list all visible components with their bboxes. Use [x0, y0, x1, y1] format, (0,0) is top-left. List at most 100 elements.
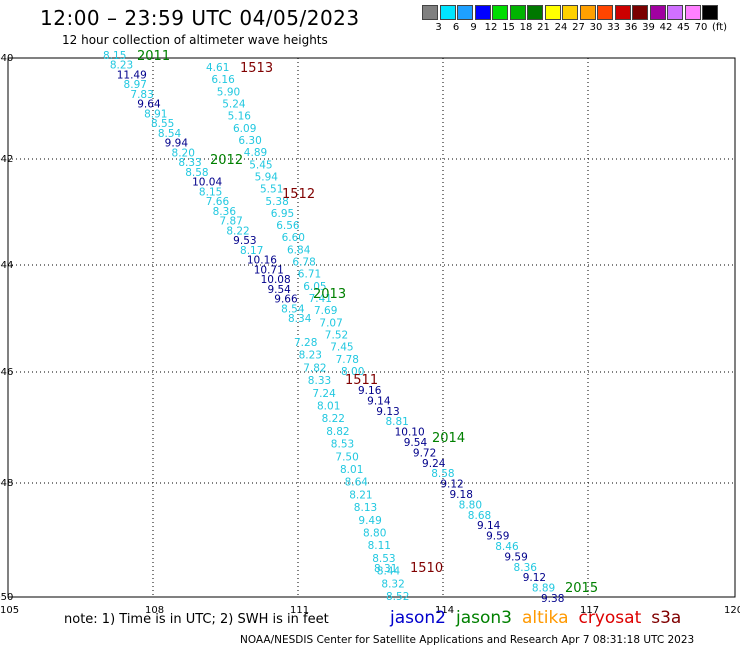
swh-value: 9.59: [504, 551, 527, 563]
longitude-label: 120: [724, 605, 740, 616]
swh-value: 8.34: [288, 313, 312, 325]
map-subtitle: 12 hour collection of altimeter wave hei…: [62, 33, 328, 47]
swh-value: 7.07: [319, 317, 342, 329]
pass-label: 2012: [210, 153, 243, 168]
swh-value: 8.33: [308, 375, 331, 387]
latitude-label: -46: [0, 367, 13, 378]
swh-value: 8.36: [213, 206, 237, 218]
swh-value: 9.14: [367, 395, 391, 407]
swh-value: 8.54: [158, 128, 182, 140]
swh-value: 10.16: [247, 255, 277, 267]
swh-value: 6.84: [287, 244, 311, 256]
legend-label: 30: [589, 22, 603, 33]
swh-value: 5.16: [228, 111, 252, 123]
swh-value: 8.23: [299, 350, 322, 362]
swh-value: 9.54: [404, 437, 428, 449]
satellite-name: cryosat: [578, 608, 642, 628]
pass-label: 1513: [240, 61, 273, 76]
swh-value: 9.72: [413, 447, 436, 459]
legend-label: 45: [677, 22, 690, 33]
swh-value: 7.69: [314, 305, 337, 317]
swh-value: 8.52: [386, 591, 409, 603]
swh-value: 8.44: [377, 566, 401, 578]
swh-value: 8.53: [372, 553, 395, 565]
swh-value: 6.56: [276, 220, 300, 232]
swh-value: 7.83: [130, 89, 153, 101]
legend-swatch: [492, 5, 508, 20]
swh-value: 8.53: [331, 439, 354, 451]
legend-label: 24: [554, 22, 568, 33]
legend-label: 18: [519, 22, 533, 33]
latitude-label: -48: [0, 478, 13, 489]
legend-swatch: [457, 5, 473, 20]
legend-label: 70: [694, 22, 708, 33]
legend-swatch: [474, 5, 491, 20]
map-frame: [7, 57, 736, 598]
legend-swatch: [562, 5, 578, 20]
swh-value: 8.21: [349, 489, 372, 501]
swh-value: 5.38: [265, 196, 288, 208]
swh-value: 8.13: [354, 502, 377, 514]
pass-label: 2014: [432, 431, 465, 446]
pass-label: 1512: [282, 187, 315, 202]
swh-value: 8.00: [341, 366, 364, 378]
swh-value: 9.94: [165, 138, 189, 150]
legend-label: 39: [642, 22, 655, 33]
legend-swatch: [509, 5, 526, 20]
swh-value: 8.17: [240, 245, 263, 257]
swh-value: 10.71: [254, 264, 284, 276]
swh-value: 9.64: [137, 99, 161, 111]
swh-value: 6.30: [238, 135, 261, 147]
longitude-label: 105: [0, 605, 19, 616]
swh-value: 4.89: [244, 147, 267, 159]
legend-swatch: [579, 5, 596, 20]
legend-swatch: [544, 5, 561, 20]
swh-value: 5.24: [222, 98, 246, 110]
swh-value: 6.78: [292, 257, 315, 269]
longitude-label: 117: [580, 605, 599, 616]
legend-label: 27: [572, 22, 585, 33]
legend-swatch: [614, 5, 631, 20]
credit-footer: NOAA/NESDIS Center for Satellite Applica…: [240, 634, 695, 646]
legend-swatch: [667, 5, 683, 20]
pass-label: 1510: [410, 561, 443, 576]
units-note: note: 1) Time is in UTC; 2) SWH is in fe…: [64, 612, 329, 627]
swh-value: 8.58: [185, 167, 208, 179]
swh-value: 9.59: [486, 531, 509, 543]
legend-swatch: [649, 5, 666, 20]
swh-value: 9.12: [523, 572, 546, 584]
swh-value: 9.38: [541, 593, 564, 605]
swh-value: 9.66: [274, 294, 298, 306]
legend-label: 3: [435, 22, 442, 33]
satellite-name: altika: [522, 608, 569, 628]
color-scale-legend: 3 6 9 12 15 18 21 24 27 30 33 36 39 42 45 70 (ft): [422, 5, 727, 35]
swh-value: 8.22: [322, 413, 345, 425]
swh-value: 5.45: [249, 159, 272, 171]
legend-label: 15: [502, 22, 515, 33]
legend-swatch: [527, 5, 543, 20]
swh-value: 7.45: [330, 342, 353, 354]
swh-value: 10.08: [261, 274, 291, 286]
swh-value: 8.80: [459, 499, 482, 511]
legend-swatch: [439, 5, 456, 20]
swh-value: 8.55: [151, 118, 174, 130]
legend-label: 21: [537, 22, 550, 33]
swh-value: 6.60: [282, 232, 305, 244]
swh-value: 8.33: [178, 157, 201, 169]
swh-value: 8.01: [340, 464, 363, 476]
swh-value: 7.87: [219, 216, 242, 228]
swh-value: 9.54: [267, 284, 291, 296]
swh-value: 8.82: [326, 426, 349, 438]
swh-value: 8.20: [172, 147, 195, 159]
swh-value: 5.90: [217, 86, 240, 98]
latitude-label: -42: [0, 154, 13, 165]
longitude-label: 108: [145, 605, 164, 616]
swh-value: 8.01: [317, 401, 340, 413]
swh-value: 7.41: [309, 293, 332, 305]
satellite-name: s3a: [651, 608, 682, 628]
swh-value: 8.11: [368, 540, 391, 552]
legend-unit: (ft): [711, 22, 728, 33]
swh-value: 7.82: [303, 362, 326, 374]
swh-value: 10.04: [192, 177, 222, 189]
